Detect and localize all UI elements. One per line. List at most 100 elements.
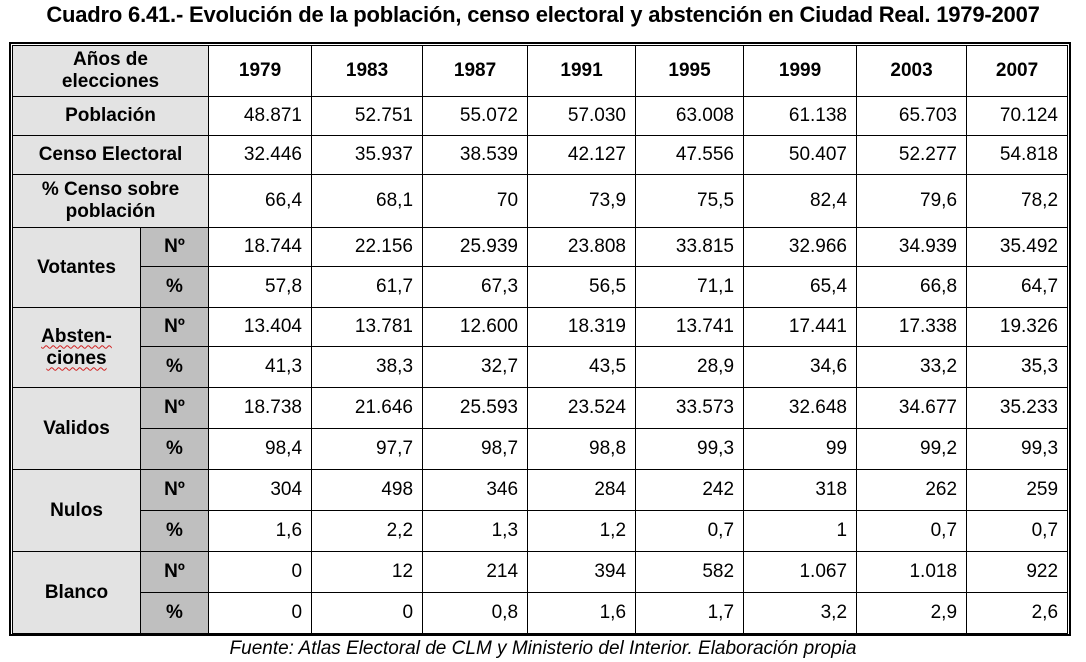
value-cell: 33.815 xyxy=(636,228,745,267)
value-cell: 284 xyxy=(528,470,637,511)
value-cell: 35.492 xyxy=(967,228,1069,267)
value-cell: 214 xyxy=(423,552,529,593)
value-cell: 67,3 xyxy=(423,267,529,308)
value-cell: 17.441 xyxy=(744,308,858,347)
value-cell: 48.871 xyxy=(209,97,313,136)
row-validos-pct: % 98,4 97,7 98,7 98,8 99,3 99 99,2 99,3 xyxy=(12,429,1069,470)
row-label: Población xyxy=(12,97,210,136)
value-cell: 0 xyxy=(312,593,424,634)
value-cell: 259 xyxy=(967,470,1069,511)
value-cell: 68,1 xyxy=(312,175,424,228)
value-cell: 97,7 xyxy=(312,429,424,470)
value-cell: 19.326 xyxy=(967,308,1069,347)
value-cell: 23.524 xyxy=(528,388,637,429)
header-row: Años de elecciones 1979 1983 1987 1991 1… xyxy=(12,45,1069,97)
value-cell: 63.008 xyxy=(636,97,745,136)
value-cell: 50.407 xyxy=(744,136,858,175)
value-cell: 262 xyxy=(857,470,968,511)
value-cell: 56,5 xyxy=(528,267,637,308)
value-cell: 99,3 xyxy=(967,429,1069,470)
value-cell: 82,4 xyxy=(744,175,858,228)
row-abstenciones-pct: % 41,3 38,3 32,7 43,5 28,9 34,6 33,2 35,3 xyxy=(12,347,1069,388)
year-header: 1999 xyxy=(744,45,858,97)
year-header: 1983 xyxy=(312,45,424,97)
year-header: 2007 xyxy=(967,45,1069,97)
value-cell: 0,7 xyxy=(967,511,1069,552)
row-blanco-n: Blanco Nº 0 12 214 394 582 1.067 1.018 922 xyxy=(12,552,1069,634)
value-cell: 23.808 xyxy=(528,228,637,267)
value-cell: 65,4 xyxy=(744,267,858,308)
value-cell: 25.593 xyxy=(423,388,529,429)
value-cell: 57,8 xyxy=(209,267,313,308)
value-cell: 32.648 xyxy=(744,388,858,429)
value-cell: 25.939 xyxy=(423,228,529,267)
value-cell: 52.277 xyxy=(857,136,968,175)
count-label: Nº xyxy=(141,228,210,267)
value-cell: 55.072 xyxy=(423,97,529,136)
percent-label: % xyxy=(141,267,210,308)
percent-label: % xyxy=(141,429,210,470)
value-cell: 1.018 xyxy=(857,552,968,593)
value-cell: 1,2 xyxy=(528,511,637,552)
value-cell: 1,7 xyxy=(636,593,745,634)
value-cell: 33.573 xyxy=(636,388,745,429)
percent-label: % xyxy=(141,347,210,388)
value-cell: 78,2 xyxy=(967,175,1069,228)
value-cell: 38,3 xyxy=(312,347,424,388)
count-label: Nº xyxy=(141,308,210,347)
value-cell: 42.127 xyxy=(528,136,637,175)
percent-label: % xyxy=(141,593,210,634)
value-cell: 2,6 xyxy=(967,593,1069,634)
value-cell: 1,6 xyxy=(528,593,637,634)
value-cell: 0,8 xyxy=(423,593,529,634)
year-header: 1991 xyxy=(528,45,637,97)
value-cell: 1,3 xyxy=(423,511,529,552)
group-label: Votantes xyxy=(12,228,141,308)
value-cell: 1 xyxy=(744,511,858,552)
value-cell: 66,4 xyxy=(209,175,313,228)
value-cell: 394 xyxy=(528,552,637,593)
year-header: 1995 xyxy=(636,45,745,97)
row-votantes-pct: % 57,8 61,7 67,3 56,5 71,1 65,4 66,8 64,7 xyxy=(12,267,1069,308)
row-label: Censo Electoral xyxy=(12,136,210,175)
value-cell: 32.966 xyxy=(744,228,858,267)
value-cell: 70 xyxy=(423,175,529,228)
value-cell: 79,6 xyxy=(857,175,968,228)
value-cell: 12.600 xyxy=(423,308,529,347)
value-cell: 98,8 xyxy=(528,429,637,470)
value-cell: 0,7 xyxy=(857,511,968,552)
value-cell: 3,2 xyxy=(744,593,858,634)
group-label-line2: ciones xyxy=(46,347,107,369)
year-header: 1987 xyxy=(423,45,529,97)
year-header: 2003 xyxy=(857,45,968,97)
row-label-line2: población xyxy=(65,201,156,222)
value-cell: 52.751 xyxy=(312,97,424,136)
value-cell: 13.404 xyxy=(209,308,313,347)
value-cell: 21.646 xyxy=(312,388,424,429)
value-cell: 13.781 xyxy=(312,308,424,347)
value-cell: 28,9 xyxy=(636,347,745,388)
row-poblacion: Población 48.871 52.751 55.072 57.030 63.008 6… xyxy=(12,97,1069,136)
value-cell: 35.233 xyxy=(967,388,1069,429)
years-header-line1: Años de xyxy=(73,49,148,70)
value-cell: 61,7 xyxy=(312,267,424,308)
value-cell: 318 xyxy=(744,470,858,511)
value-cell: 98,4 xyxy=(209,429,313,470)
value-cell: 922 xyxy=(967,552,1069,593)
value-cell: 0 xyxy=(209,552,313,593)
value-cell: 242 xyxy=(636,470,745,511)
row-nulos-n: Nulos Nº 304 498 346 284 242 318 262 259 xyxy=(12,470,1069,552)
value-cell: 47.556 xyxy=(636,136,745,175)
value-cell: 22.156 xyxy=(312,228,424,267)
value-cell: 65.703 xyxy=(857,97,968,136)
row-blanco-pct: % 0 0 0,8 1,6 1,7 3,2 2,9 2,6 xyxy=(12,593,1069,634)
value-cell: 34.939 xyxy=(857,228,968,267)
group-label: Absten-ciones xyxy=(12,308,141,388)
value-cell: 99,2 xyxy=(857,429,968,470)
value-cell: 498 xyxy=(312,470,424,511)
group-label-line1: Absten- xyxy=(41,325,112,347)
value-cell: 1,6 xyxy=(209,511,313,552)
value-cell: 71,1 xyxy=(636,267,745,308)
value-cell: 34.677 xyxy=(857,388,968,429)
value-cell: 13.741 xyxy=(636,308,745,347)
